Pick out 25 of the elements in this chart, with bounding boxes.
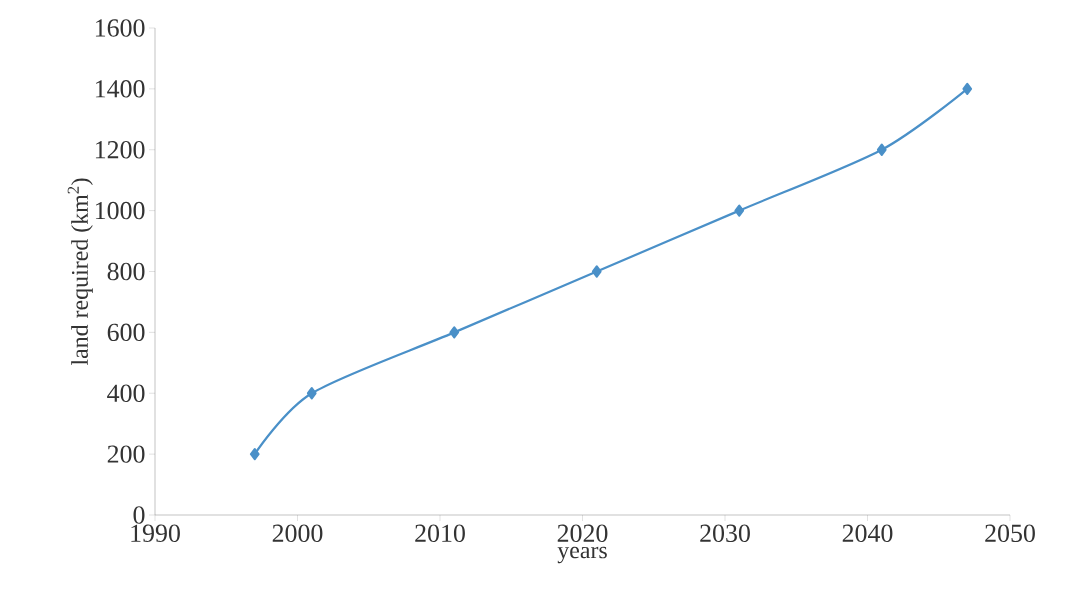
y-axis-title: land required (km$^{2}$) xyxy=(67,178,93,366)
x-tick-label: 2000 xyxy=(272,524,323,542)
y-tick-label: 800 xyxy=(107,262,145,281)
y-tick-label: 600 xyxy=(107,323,145,342)
x-tick-label: 2040 xyxy=(842,524,893,542)
y-tick-label: 1000 xyxy=(95,201,145,220)
y-tick-label: 1600 xyxy=(95,19,145,37)
point xyxy=(249,448,260,461)
x-tick-label: 1990 xyxy=(131,524,180,542)
point xyxy=(449,326,460,339)
x-tick-label: 2030 xyxy=(700,524,750,542)
x-tick-label: 2020 xyxy=(557,524,608,542)
x-axis-title: years xyxy=(557,546,607,564)
point xyxy=(962,82,973,95)
x-tick-label: 2010 xyxy=(415,524,465,542)
y-tick-label: 0 xyxy=(133,506,145,524)
point xyxy=(734,204,745,217)
y-tick-label: 400 xyxy=(107,384,145,402)
x-tick-label: 2050 xyxy=(985,524,1035,542)
point xyxy=(876,143,887,156)
y-tick-label: 1200 xyxy=(95,141,145,159)
y-tick-label: 200 xyxy=(107,445,145,463)
point xyxy=(306,387,317,400)
point xyxy=(591,265,602,278)
y-tick-label: 1400 xyxy=(95,80,145,98)
